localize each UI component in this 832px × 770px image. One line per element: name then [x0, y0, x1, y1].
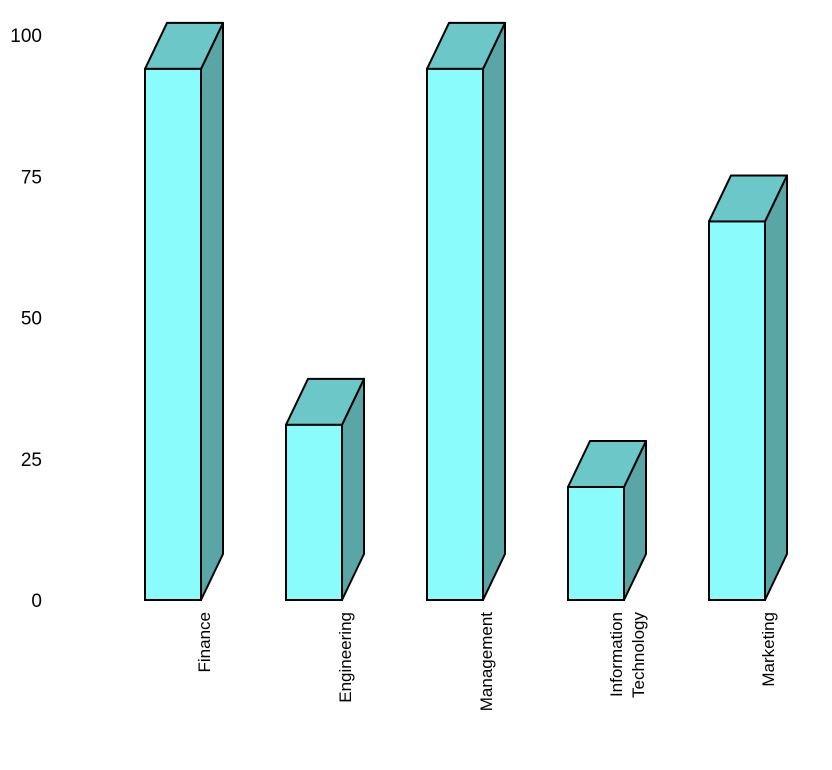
- x-tick-label-management: Management: [477, 612, 496, 712]
- x-tick-label-information-technology: Information Technology: [607, 612, 648, 699]
- x-tick-label-line: Engineering: [336, 612, 355, 703]
- bar-front-face: [144, 67, 202, 601]
- x-tick-label-line: Information: [607, 612, 626, 697]
- y-tick-label: 100: [10, 26, 42, 47]
- y-tick-label: 50: [21, 309, 42, 330]
- x-tick-label-engineering: Engineering: [336, 612, 355, 703]
- y-tick-label: 25: [21, 450, 42, 471]
- bar-side-face: [200, 21, 224, 601]
- bar-front-face: [285, 423, 343, 601]
- y-tick-label: 0: [31, 591, 42, 612]
- bar-management: [426, 21, 506, 601]
- x-axis: Finance Engineering Management Information T…: [195, 612, 778, 712]
- bar-front-face: [426, 67, 484, 601]
- x-tick-label-line: Technology: [629, 612, 648, 699]
- bar-front-face: [708, 220, 766, 601]
- bar-finance: [144, 21, 224, 601]
- bars: [144, 21, 788, 601]
- x-tick-label-finance: Finance: [195, 612, 214, 672]
- bar-front-face: [567, 486, 625, 601]
- y-axis: 0 25 50 75 100: [10, 26, 42, 612]
- bar-information-technology: [567, 440, 647, 601]
- y-tick-label: 75: [21, 167, 42, 188]
- bar-side-face: [482, 21, 506, 601]
- bar-side-face: [764, 174, 788, 601]
- x-tick-label-line: Management: [477, 612, 496, 712]
- bar-engineering: [285, 377, 365, 601]
- x-tick-label-line: Finance: [195, 612, 214, 672]
- x-tick-label-marketing: Marketing: [759, 612, 778, 687]
- bar-marketing: [708, 174, 788, 601]
- x-tick-label-line: Marketing: [759, 612, 778, 687]
